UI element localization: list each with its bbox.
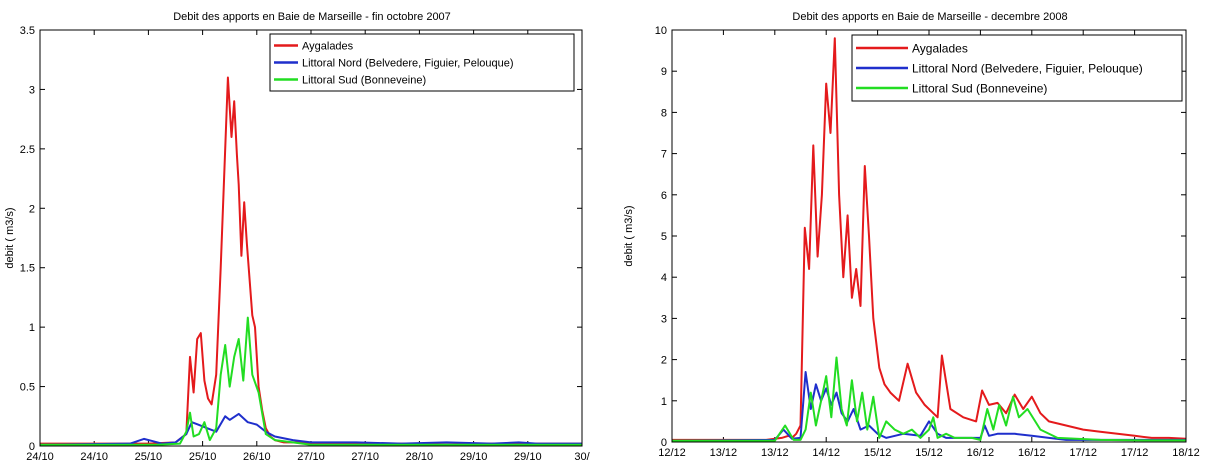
legend-label: Littoral Nord (Belvedere, Figuier, Pelou… [912,61,1143,75]
x-tick-label: 15/12 [864,447,892,459]
y-tick-label: 0 [29,441,35,453]
legend-label: Aygalades [302,40,354,52]
line-chart-right: Debit des apports en Baie de Marseille -… [623,11,1200,459]
x-tick-label: 17/12 [1121,447,1149,459]
legend-label: Littoral Sud (Bonneveine) [302,74,426,86]
x-tick-label: 15/12 [915,447,943,459]
y-tick-label: 1.5 [20,263,35,275]
x-tick-label: 12/12 [658,447,686,459]
x-tick-label: 30/ [574,451,590,463]
series-line-1 [39,412,582,446]
x-tick-label: 27/10 [297,451,325,463]
y-tick-label: 2 [661,355,667,367]
plot-frame [671,29,1187,443]
plot-frame [39,29,583,447]
y-tick-label: 3 [661,313,667,325]
y-tick-label: 3 [29,84,35,96]
y-tick-label: 2.5 [20,144,35,156]
chart-panel-right: Debit des apports en Baie de Marseille -… [610,0,1218,468]
x-tick-label: 29/10 [514,451,542,463]
x-tick-label: 17/12 [1069,447,1097,459]
y-tick-label: 2 [29,203,35,215]
y-tick-label: 7 [661,149,667,161]
x-tick-label: 25/10 [189,451,217,463]
y-tick-label: 8 [661,107,667,119]
x-tick-label: 14/12 [812,447,840,459]
y-tick-label: 6 [661,190,667,202]
x-tick-label: 16/12 [1018,447,1046,459]
chart-title: Debit des apports en Baie de Marseille -… [792,11,1067,23]
y-tick-label: 10 [655,25,667,37]
y-tick-label: 0 [661,437,667,449]
legend-box [269,33,575,92]
x-tick-label: 24/10 [26,451,54,463]
series-line-0 [672,37,1187,441]
x-tick-label: 18/12 [1172,447,1200,459]
x-tick-label: 29/10 [460,451,488,463]
y-tick-label: 4 [661,272,667,284]
series-line-2 [672,356,1186,442]
chart-title: Debit des apports en Baie de Marseille -… [173,11,451,23]
x-tick-label: 26/10 [243,451,271,463]
x-tick-label: 13/12 [710,447,738,459]
x-tick-label: 24/10 [80,451,108,463]
y-tick-label: 5 [661,231,667,243]
chart-panel-left: Debit des apports en Baie de Marseille -… [0,0,600,468]
y-tick-label: 3.5 [20,25,35,37]
series-line-0 [40,76,582,446]
legend-label: Littoral Nord (Belvedere, Figuier, Pelou… [302,57,514,69]
legend-label: Littoral Sud (Bonneveine) [912,81,1047,95]
y-axis-label: debit ( m3/s) [623,205,635,266]
legend-label: Aygalades [912,41,968,55]
x-tick-label: 16/12 [967,447,995,459]
series-line-2 [40,316,582,446]
x-tick-label: 28/10 [406,451,434,463]
y-tick-label: 0.5 [20,382,35,394]
x-tick-label: 13/12 [761,447,789,459]
line-chart-left: Debit des apports en Baie de Marseille -… [4,11,591,463]
x-tick-label: 27/10 [351,451,379,463]
x-tick-label: 25/10 [135,451,163,463]
y-tick-label: 9 [661,66,667,78]
y-tick-label: 1 [661,396,667,408]
y-tick-label: 1 [29,322,35,334]
y-axis-label: debit ( m3/s) [4,207,16,268]
